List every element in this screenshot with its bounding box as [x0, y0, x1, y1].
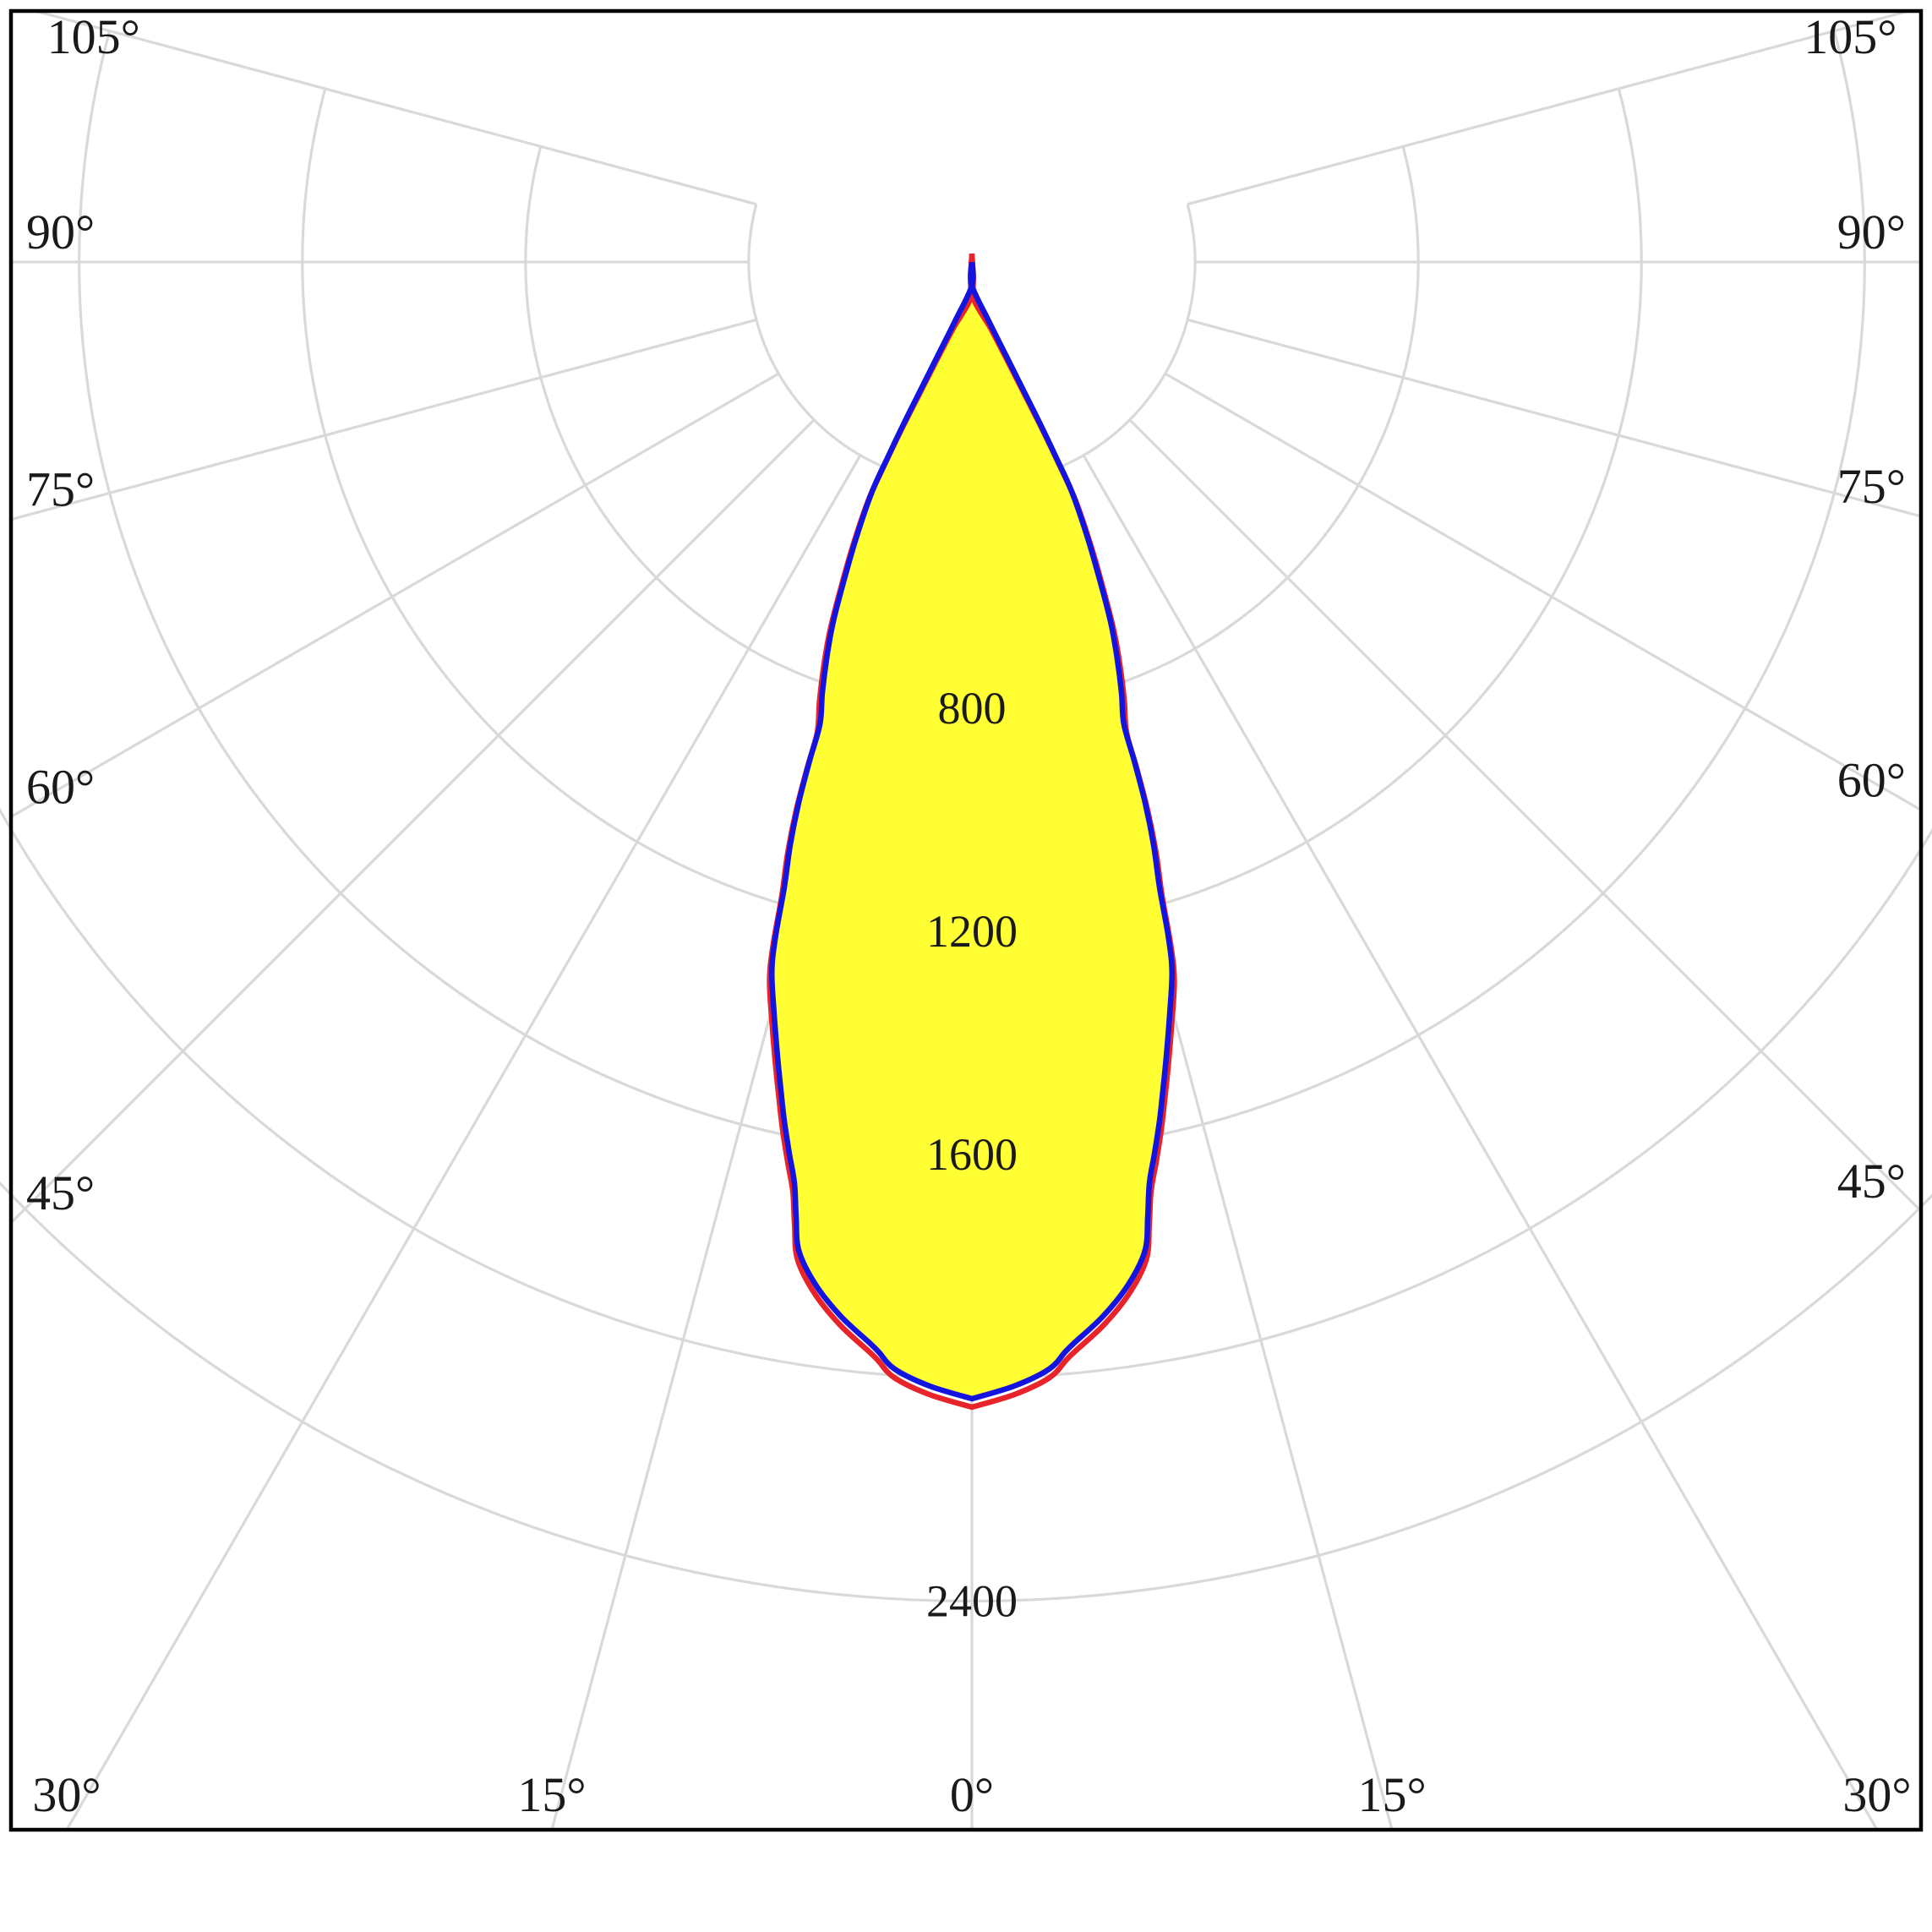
svg-text:15°: 15° [1357, 1767, 1426, 1822]
svg-text:30°: 30° [32, 1767, 101, 1822]
svg-text:75°: 75° [26, 462, 95, 517]
svg-text:1600: 1600 [926, 1129, 1018, 1180]
svg-text:0°: 0° [950, 1767, 994, 1822]
svg-text:90°: 90° [1837, 205, 1906, 259]
svg-text:105°: 105° [47, 9, 140, 64]
svg-text:800: 800 [938, 683, 1007, 734]
svg-text:45°: 45° [1837, 1154, 1906, 1209]
svg-text:15°: 15° [517, 1767, 586, 1822]
svg-text:105°: 105° [1804, 9, 1897, 64]
svg-text:60°: 60° [26, 759, 95, 814]
svg-text:75°: 75° [1837, 459, 1906, 514]
svg-text:1200: 1200 [926, 906, 1018, 957]
svg-text:30°: 30° [1842, 1767, 1911, 1822]
svg-text:45°: 45° [26, 1165, 95, 1220]
svg-text:2400: 2400 [926, 1575, 1018, 1626]
svg-text:90°: 90° [26, 205, 95, 259]
svg-text:60°: 60° [1837, 752, 1906, 807]
